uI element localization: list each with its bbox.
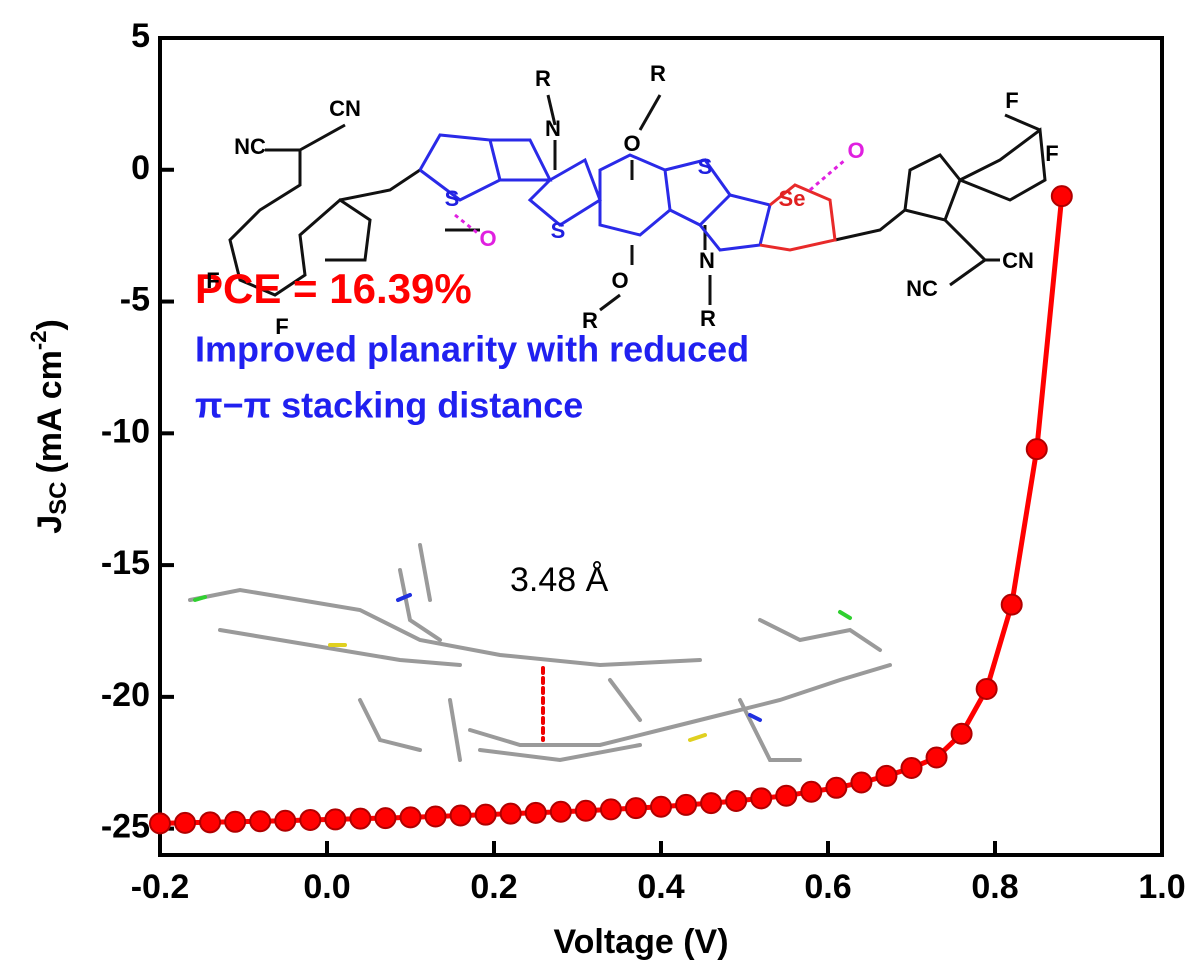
y-tick-label: 0 <box>131 149 150 187</box>
data-point <box>476 805 496 825</box>
data-point <box>927 747 947 767</box>
structure-label: Se <box>779 186 806 211</box>
structure-label: R <box>535 66 551 91</box>
structure-label: S <box>445 186 460 211</box>
structure-label: R <box>582 308 598 333</box>
structure-label: O <box>847 138 864 163</box>
data-point <box>801 782 821 802</box>
y-tick-label: -20 <box>101 676 150 714</box>
x-tick-label: 0.2 <box>470 868 517 906</box>
y-axis-label: JSC (mA cm-2) <box>26 319 73 534</box>
y-tick-label: -5 <box>120 281 150 319</box>
data-point <box>451 805 471 825</box>
x-tick-label: 0.4 <box>637 868 684 906</box>
y-tick-label: -15 <box>101 544 150 582</box>
structure-label: O <box>623 131 640 156</box>
structure-label: F <box>1045 141 1058 166</box>
plot-frame <box>160 38 1162 855</box>
x-tick-label: 0.0 <box>303 868 350 906</box>
data-point <box>651 797 671 817</box>
data-point <box>751 788 771 808</box>
structure-label: CN <box>329 96 361 121</box>
data-point <box>275 811 295 831</box>
data-point <box>426 807 446 827</box>
data-point <box>200 812 220 832</box>
structure-label: N <box>699 248 715 273</box>
data-point <box>150 813 170 833</box>
structure-label: S <box>551 218 566 243</box>
x-tick-label: -0.2 <box>131 868 190 906</box>
data-point <box>1052 186 1072 206</box>
data-point <box>401 807 421 827</box>
structure-label: R <box>650 61 666 86</box>
y-axis-label-part: J <box>31 515 69 534</box>
y-tick-label: -25 <box>101 808 150 846</box>
data-point <box>576 801 596 821</box>
data-point <box>701 793 721 813</box>
y-tick-label: -10 <box>101 412 150 450</box>
structure-label: NC <box>234 134 266 159</box>
data-point <box>776 786 796 806</box>
y-axis-label-part: SC <box>45 482 72 515</box>
data-point <box>250 811 270 831</box>
structure-label: CN <box>1002 248 1034 273</box>
data-point <box>826 778 846 798</box>
y-tick-label: 5 <box>131 17 150 55</box>
structure-label: O <box>479 226 496 251</box>
data-point <box>501 804 521 824</box>
data-point <box>225 812 245 832</box>
y-axis-label-part: -2 <box>26 331 51 351</box>
data-point <box>175 813 195 833</box>
annotation: 3.48 Å <box>510 561 609 599</box>
structure-label: F <box>275 314 288 339</box>
data-point <box>626 798 646 818</box>
data-point <box>902 758 922 778</box>
structure-label: S <box>698 154 713 179</box>
x-tick-label: 1.0 <box>1138 868 1185 906</box>
data-point <box>977 679 997 699</box>
structure-label: F <box>1005 88 1018 113</box>
data-point <box>300 810 320 830</box>
data-point <box>952 724 972 744</box>
data-point <box>726 791 746 811</box>
data-point <box>350 809 370 829</box>
structure-label: R <box>700 306 716 331</box>
data-point <box>551 802 571 822</box>
data-point <box>1027 439 1047 459</box>
data-point <box>876 766 896 786</box>
y-axis-label-part: (mA cm <box>31 350 69 473</box>
chart: 5 0 -5 -10 -15 -20 -25 -0.2 0.0 0.2 0.4 0.6 0.8 1.0 Vo… <box>0 0 1201 967</box>
structure-label: N <box>545 116 561 141</box>
structure-label: F <box>206 268 219 293</box>
legend-label: PCE = 16.39% <box>195 265 472 312</box>
x-axis-label: Voltage (V) <box>553 923 728 961</box>
data-point <box>851 773 871 793</box>
y-axis-label-part: ) <box>31 319 69 330</box>
data-point <box>601 799 621 819</box>
x-tick-label: 0.8 <box>971 868 1018 906</box>
data-point <box>375 808 395 828</box>
structure-label: NC <box>906 276 938 301</box>
data-point <box>526 803 546 823</box>
x-tick-label: 0.6 <box>804 868 851 906</box>
data-point <box>325 809 345 829</box>
data-point <box>1002 595 1022 615</box>
structure-label: O <box>611 268 628 293</box>
annotation: π−π stacking distance <box>195 385 583 426</box>
data-point <box>676 795 696 815</box>
